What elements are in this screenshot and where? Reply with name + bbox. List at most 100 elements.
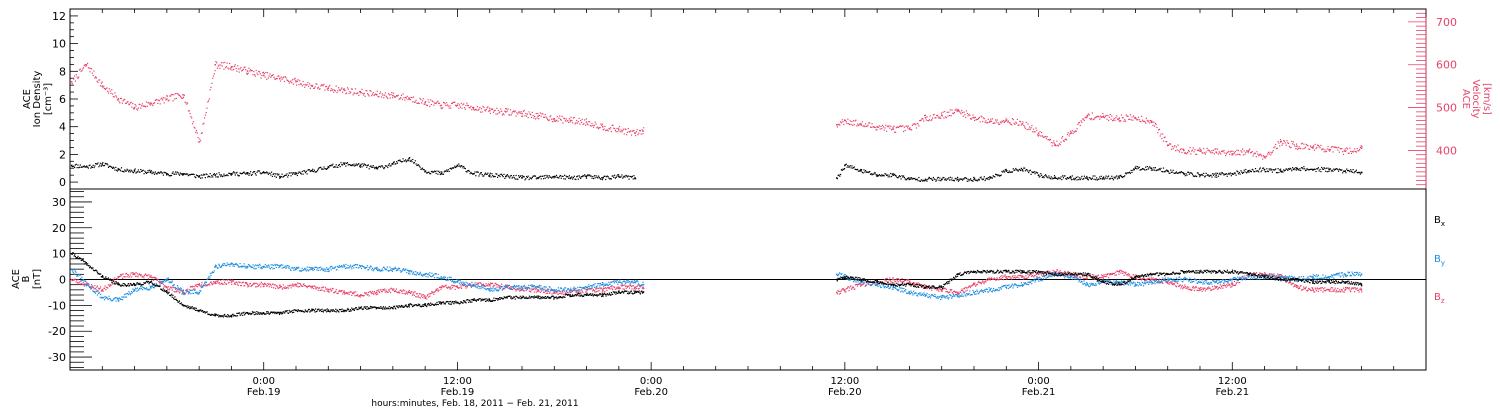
data-point <box>440 173 442 175</box>
data-point <box>1328 289 1330 291</box>
data-point <box>166 173 168 175</box>
data-point <box>836 291 838 294</box>
plasma-panel-frame <box>69 8 1427 190</box>
data-point <box>1070 132 1072 134</box>
data-point <box>198 309 200 312</box>
data-point <box>392 94 394 97</box>
data-point <box>1247 170 1250 172</box>
data-point <box>836 278 838 281</box>
data-point <box>602 177 604 179</box>
data-point <box>1280 170 1282 172</box>
data-point <box>343 163 346 165</box>
data-point <box>1086 273 1088 276</box>
data-point <box>1296 278 1298 281</box>
data-point <box>376 94 378 96</box>
data-point <box>392 163 394 165</box>
data-point <box>1037 174 1040 176</box>
data-point <box>489 174 491 176</box>
data-point <box>1199 289 1201 291</box>
data-point <box>456 302 459 304</box>
data-point <box>408 97 410 99</box>
data-point <box>1037 132 1040 134</box>
data-point <box>569 289 572 291</box>
data-point <box>408 291 410 294</box>
data-point <box>1263 276 1266 278</box>
data-point <box>1102 177 1104 179</box>
b-tick-label: 10 <box>52 248 66 261</box>
data-point <box>311 286 313 288</box>
data-point <box>392 289 394 291</box>
velocity-axis-title: [km/s] <box>1481 83 1492 115</box>
data-point <box>279 265 281 268</box>
data-point <box>246 312 249 314</box>
data-point <box>117 276 120 278</box>
data-point <box>408 304 410 307</box>
density-tick-label: 4 <box>59 121 66 134</box>
legend-by: By <box>1434 254 1445 267</box>
data-point <box>602 294 604 296</box>
data-point <box>1215 286 1217 288</box>
data-point <box>182 291 184 294</box>
data-point <box>1247 276 1250 278</box>
data-point <box>553 291 555 294</box>
data-point <box>1247 150 1250 152</box>
data-point <box>1102 281 1104 283</box>
data-point <box>505 286 507 288</box>
data-point <box>1021 168 1024 171</box>
data-point <box>1215 281 1217 283</box>
data-point <box>327 309 329 312</box>
bz-series <box>70 269 1363 300</box>
data-point <box>85 64 87 66</box>
data-point <box>246 265 249 268</box>
x-tick-date-label: Feb.19 <box>441 387 475 398</box>
data-point <box>1199 150 1201 152</box>
data-point <box>1199 174 1201 176</box>
data-point <box>553 296 555 299</box>
data-point <box>150 281 152 283</box>
data-point <box>602 289 604 291</box>
data-point <box>246 283 249 286</box>
data-point <box>1199 281 1201 283</box>
data-point <box>634 281 636 283</box>
data-point <box>1102 276 1104 278</box>
density-tick-label: 12 <box>52 10 66 23</box>
data-point <box>1134 283 1137 286</box>
data-point <box>553 289 555 291</box>
data-point <box>908 281 911 283</box>
data-point <box>973 283 975 286</box>
data-point <box>618 291 620 294</box>
data-point <box>844 119 846 122</box>
data-point <box>327 289 329 291</box>
data-point <box>602 126 604 128</box>
data-point <box>1005 119 1007 122</box>
data-point <box>424 170 426 172</box>
data-point <box>311 85 313 87</box>
data-point <box>117 299 120 301</box>
data-point <box>263 171 265 174</box>
data-point <box>860 124 862 126</box>
data-point <box>618 281 620 283</box>
data-point <box>1037 271 1040 273</box>
data-point <box>892 286 894 288</box>
data-point <box>101 276 103 278</box>
data-point <box>618 129 620 131</box>
data-point <box>295 283 297 286</box>
data-point <box>424 101 426 104</box>
data-point <box>166 278 168 281</box>
data-point <box>1263 273 1266 276</box>
data-point <box>908 178 911 181</box>
x-tick-time-label: 12:00 <box>443 376 472 387</box>
data-point <box>343 265 346 268</box>
data-point <box>892 278 894 281</box>
data-point <box>521 289 523 291</box>
data-point <box>1150 281 1153 283</box>
data-point <box>521 286 523 288</box>
velocity-tick-label: 600 <box>1436 59 1457 72</box>
data-point <box>150 286 152 288</box>
data-point <box>246 173 249 175</box>
data-point <box>327 166 329 168</box>
density-series <box>70 157 1363 182</box>
data-point <box>489 299 491 301</box>
data-point <box>1183 173 1185 175</box>
data-point <box>634 286 636 288</box>
